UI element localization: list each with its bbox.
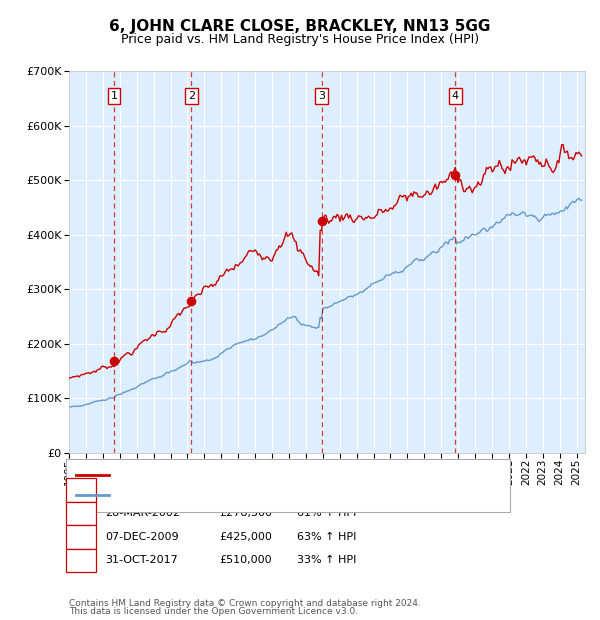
Text: £510,000: £510,000 bbox=[219, 556, 272, 565]
Text: 4: 4 bbox=[77, 556, 85, 565]
Text: 01-SEP-1997: 01-SEP-1997 bbox=[105, 485, 176, 495]
Text: 28-MAR-2002: 28-MAR-2002 bbox=[105, 508, 180, 518]
Text: 3: 3 bbox=[318, 91, 325, 101]
Point bbox=[187, 296, 196, 306]
Point bbox=[109, 356, 119, 366]
Text: 61% ↑ HPI: 61% ↑ HPI bbox=[297, 485, 356, 495]
Text: This data is licensed under the Open Government Licence v3.0.: This data is licensed under the Open Gov… bbox=[69, 607, 358, 616]
Text: 61% ↑ HPI: 61% ↑ HPI bbox=[297, 508, 356, 518]
Text: 1: 1 bbox=[77, 485, 85, 495]
Text: 31-OCT-2017: 31-OCT-2017 bbox=[105, 556, 178, 565]
Text: 1: 1 bbox=[110, 91, 118, 101]
Text: £278,500: £278,500 bbox=[219, 508, 272, 518]
Text: 4: 4 bbox=[452, 91, 459, 101]
Text: 3: 3 bbox=[77, 532, 85, 542]
Text: 63% ↑ HPI: 63% ↑ HPI bbox=[297, 532, 356, 542]
Text: 07-DEC-2009: 07-DEC-2009 bbox=[105, 532, 179, 542]
Text: Price paid vs. HM Land Registry's House Price Index (HPI): Price paid vs. HM Land Registry's House … bbox=[121, 33, 479, 46]
Text: 33% ↑ HPI: 33% ↑ HPI bbox=[297, 556, 356, 565]
Text: £167,950: £167,950 bbox=[219, 485, 272, 495]
Point bbox=[451, 170, 460, 180]
Text: Contains HM Land Registry data © Crown copyright and database right 2024.: Contains HM Land Registry data © Crown c… bbox=[69, 598, 421, 608]
Text: 2: 2 bbox=[77, 508, 85, 518]
Text: 6, JOHN CLARE CLOSE, BRACKLEY, NN13 5GG: 6, JOHN CLARE CLOSE, BRACKLEY, NN13 5GG bbox=[109, 19, 491, 33]
Text: HPI: Average price, detached house, West Northamptonshire: HPI: Average price, detached house, West… bbox=[114, 490, 431, 500]
Point bbox=[317, 216, 326, 226]
Text: 6, JOHN CLARE CLOSE, BRACKLEY, NN13 5GG (detached house): 6, JOHN CLARE CLOSE, BRACKLEY, NN13 5GG … bbox=[114, 470, 445, 480]
Text: £425,000: £425,000 bbox=[219, 532, 272, 542]
Text: 2: 2 bbox=[188, 91, 195, 101]
